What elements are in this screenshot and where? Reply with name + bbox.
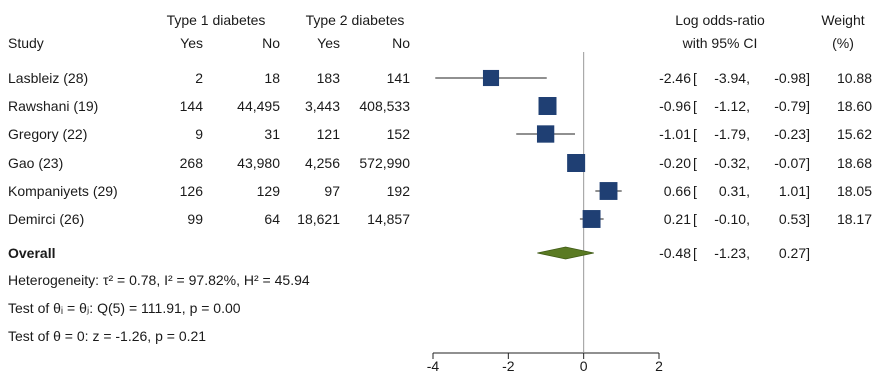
ci-open-bracket: [ (693, 98, 697, 114)
ci-open-bracket: [ (693, 70, 697, 86)
t1-no-cell: 64 (264, 211, 280, 227)
weight-cell: 10.88 (836, 70, 872, 86)
type1-group-header: Type 1 diabetes (166, 12, 266, 28)
type2-group-header: Type 2 diabetes (305, 12, 405, 28)
weight-cell: 18.60 (836, 98, 872, 114)
t1-no-cell: 18 (264, 70, 280, 86)
overall-bracket: [ (693, 245, 697, 261)
estimate-cell: 0.21 (663, 211, 691, 227)
test-zero-note: Test of θ = 0: z = -1.26, p = 0.21 (8, 328, 207, 344)
ci-open-bracket: [ (693, 183, 697, 199)
t2-yes-header: Yes (317, 35, 340, 51)
overall-estimate: -0.48 (659, 245, 691, 261)
t2-no-cell: 152 (386, 126, 410, 142)
t1-no-header: No (262, 35, 280, 51)
weight-cell: 15.62 (836, 126, 872, 142)
weight-cell: 18.68 (836, 155, 872, 171)
ci-high-cell: 0.53] (778, 211, 810, 227)
estimate-marker (567, 154, 586, 172)
t2-yes-cell: 4,256 (304, 155, 340, 171)
ci-low-cell: -1.79, (714, 126, 750, 142)
ci-high-cell: -0.79] (774, 98, 810, 114)
t1-no-cell: 44,495 (237, 98, 280, 114)
heterogeneity-note: Heterogeneity: τ² = 0.78, I² = 97.82%, H… (8, 272, 310, 288)
t1-yes-cell: 144 (179, 98, 203, 114)
estimate-marker (538, 97, 557, 115)
t2-no-header: No (392, 35, 410, 51)
t2-yes-cell: 183 (316, 70, 340, 86)
effect-header-line2: with 95% CI (682, 35, 758, 51)
ci-high-cell: -0.23] (774, 126, 810, 142)
t1-yes-cell: 126 (179, 183, 203, 199)
estimate-marker (599, 182, 618, 200)
estimate-marker (482, 69, 500, 87)
t1-no-cell: 129 (256, 183, 280, 199)
ci-open-bracket: [ (693, 126, 697, 142)
t2-no-cell: 141 (386, 70, 410, 86)
overall-diamond (537, 246, 594, 260)
ci-low-cell: -0.32, (714, 155, 750, 171)
estimate-cell: -0.20 (659, 155, 691, 171)
t1-yes-header: Yes (180, 35, 203, 51)
study-name: Gregory (22) (8, 126, 88, 142)
effect-header-line1: Log odds-ratio (675, 12, 765, 28)
t1-yes-cell: 99 (187, 211, 203, 227)
estimate-cell: -2.46 (659, 70, 691, 86)
study-name: Demirci (26) (8, 211, 85, 227)
t1-yes-cell: 268 (179, 155, 203, 171)
x-axis-tick-label: -2 (502, 358, 515, 374)
t2-yes-cell: 18,621 (297, 211, 340, 227)
x-axis-tick-label: 2 (655, 358, 663, 374)
study-name: Kompaniyets (29) (8, 183, 118, 199)
estimate-cell: 0.66 (663, 183, 691, 199)
ci-low-cell: 0.31, (718, 183, 750, 199)
t2-no-cell: 14,857 (367, 211, 410, 227)
study-name: Gao (23) (8, 155, 64, 171)
ci-open-bracket: [ (693, 211, 697, 227)
study-name: Lasbleiz (28) (8, 70, 89, 86)
weight-header-line1: Weight (821, 12, 865, 28)
overall-label: Overall (8, 245, 56, 261)
estimate-cell: -1.01 (659, 126, 691, 142)
study-name: Rawshani (19) (8, 98, 99, 114)
estimate-marker (582, 210, 601, 228)
t2-yes-cell: 97 (324, 183, 340, 199)
ci-low-cell: -0.10, (714, 211, 750, 227)
x-axis-tick-label: 0 (580, 358, 588, 374)
ci-open-bracket: [ (693, 155, 697, 171)
study-column-header: Study (8, 35, 44, 51)
ci-low-cell: -1.12, (714, 98, 750, 114)
overall-ci-high: 0.27] (778, 245, 810, 261)
t1-yes-cell: 9 (195, 126, 203, 142)
ci-high-cell: -0.98] (774, 70, 810, 86)
x-axis-tick-label: -4 (427, 358, 440, 374)
t2-yes-cell: 3,443 (304, 98, 340, 114)
estimate-marker (536, 125, 555, 143)
t2-yes-cell: 121 (316, 126, 340, 142)
weight-header-line2: (%) (832, 35, 854, 51)
t2-no-cell: 192 (386, 183, 410, 199)
t1-no-cell: 31 (264, 126, 280, 142)
t2-no-cell: 572,990 (359, 155, 410, 171)
ci-high-cell: -0.07] (774, 155, 810, 171)
t1-no-cell: 43,980 (237, 155, 280, 171)
ci-high-cell: 1.01] (778, 183, 810, 199)
test-equal-note: Test of θᵢ = θⱼ: Q(5) = 111.91, p = 0.00 (8, 300, 241, 316)
overall-ci-low: -1.23, (714, 245, 750, 261)
t1-yes-cell: 2 (195, 70, 203, 86)
estimate-cell: -0.96 (659, 98, 691, 114)
ci-low-cell: -3.94, (714, 70, 750, 86)
t2-no-cell: 408,533 (359, 98, 410, 114)
weight-cell: 18.17 (836, 211, 872, 227)
weight-cell: 18.05 (836, 183, 872, 199)
